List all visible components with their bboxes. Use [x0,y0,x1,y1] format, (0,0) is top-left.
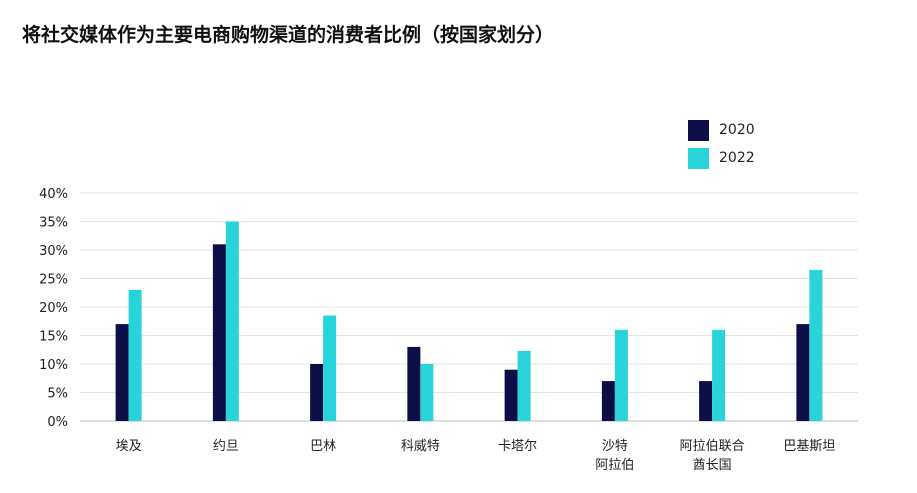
bar-2022-3 [420,364,434,421]
x-tick-label: 沙特 [602,439,628,454]
bar-2020-0 [115,324,129,421]
legend-item-2022: 2022 [688,147,755,169]
y-axis-ticks: 0% 5% 10% 15% 20% 25% 30% 35% 40% [39,187,68,430]
x-tick-label: 约旦 [213,439,239,454]
bar-2020-3 [407,346,421,421]
y-tick-label: 20% [39,301,68,316]
bar-2020-2 [310,364,324,421]
bar-2022-7 [809,269,823,421]
bar-2022-4 [517,350,531,421]
x-tick-label: 埃及 [116,439,142,454]
bar-2020-5 [601,381,615,421]
y-tick-label: 30% [39,244,68,259]
y-tick-label: 0% [47,415,68,430]
legend-item-2020: 2020 [688,119,755,141]
x-tick-label: 阿拉伯联合 [680,439,745,454]
x-tick-label: 巴基斯坦 [783,439,835,454]
chart-title: 将社交媒体作为主要电商购物渠道的消费者比例（按国家划分） [22,24,555,46]
y-tick-label: 35% [39,216,68,231]
y-tick-label: 40% [39,187,68,202]
bars [115,221,823,421]
bar-2022-0 [128,289,142,421]
y-tick-label: 10% [39,358,68,373]
x-tick-label: 阿拉伯 [595,458,634,473]
x-tick-label: 科威特 [401,439,440,454]
y-tick-label: 5% [47,387,68,402]
bar-2020-7 [796,324,810,421]
legend-swatch-2020 [688,119,709,141]
bar-2022-5 [614,329,628,421]
legend-label-2020: 2020 [719,122,755,138]
y-tick-label: 15% [39,330,68,345]
gridlines [80,192,858,422]
bar-2022-1 [225,221,239,421]
bar-2020-6 [699,381,713,421]
x-tick-label: 巴林 [310,439,336,454]
y-tick-label: 25% [39,273,68,288]
legend: 2020 2022 [688,119,755,175]
legend-label-2022: 2022 [719,150,755,166]
bar-2022-6 [712,329,726,421]
legend-swatch-2022 [688,147,709,169]
bar-2020-1 [212,244,226,421]
bar-2020-4 [504,369,518,421]
x-tick-label: 酋长国 [693,457,732,473]
x-tick-label: 卡塔尔 [498,439,537,454]
bar-2022-2 [323,315,337,421]
